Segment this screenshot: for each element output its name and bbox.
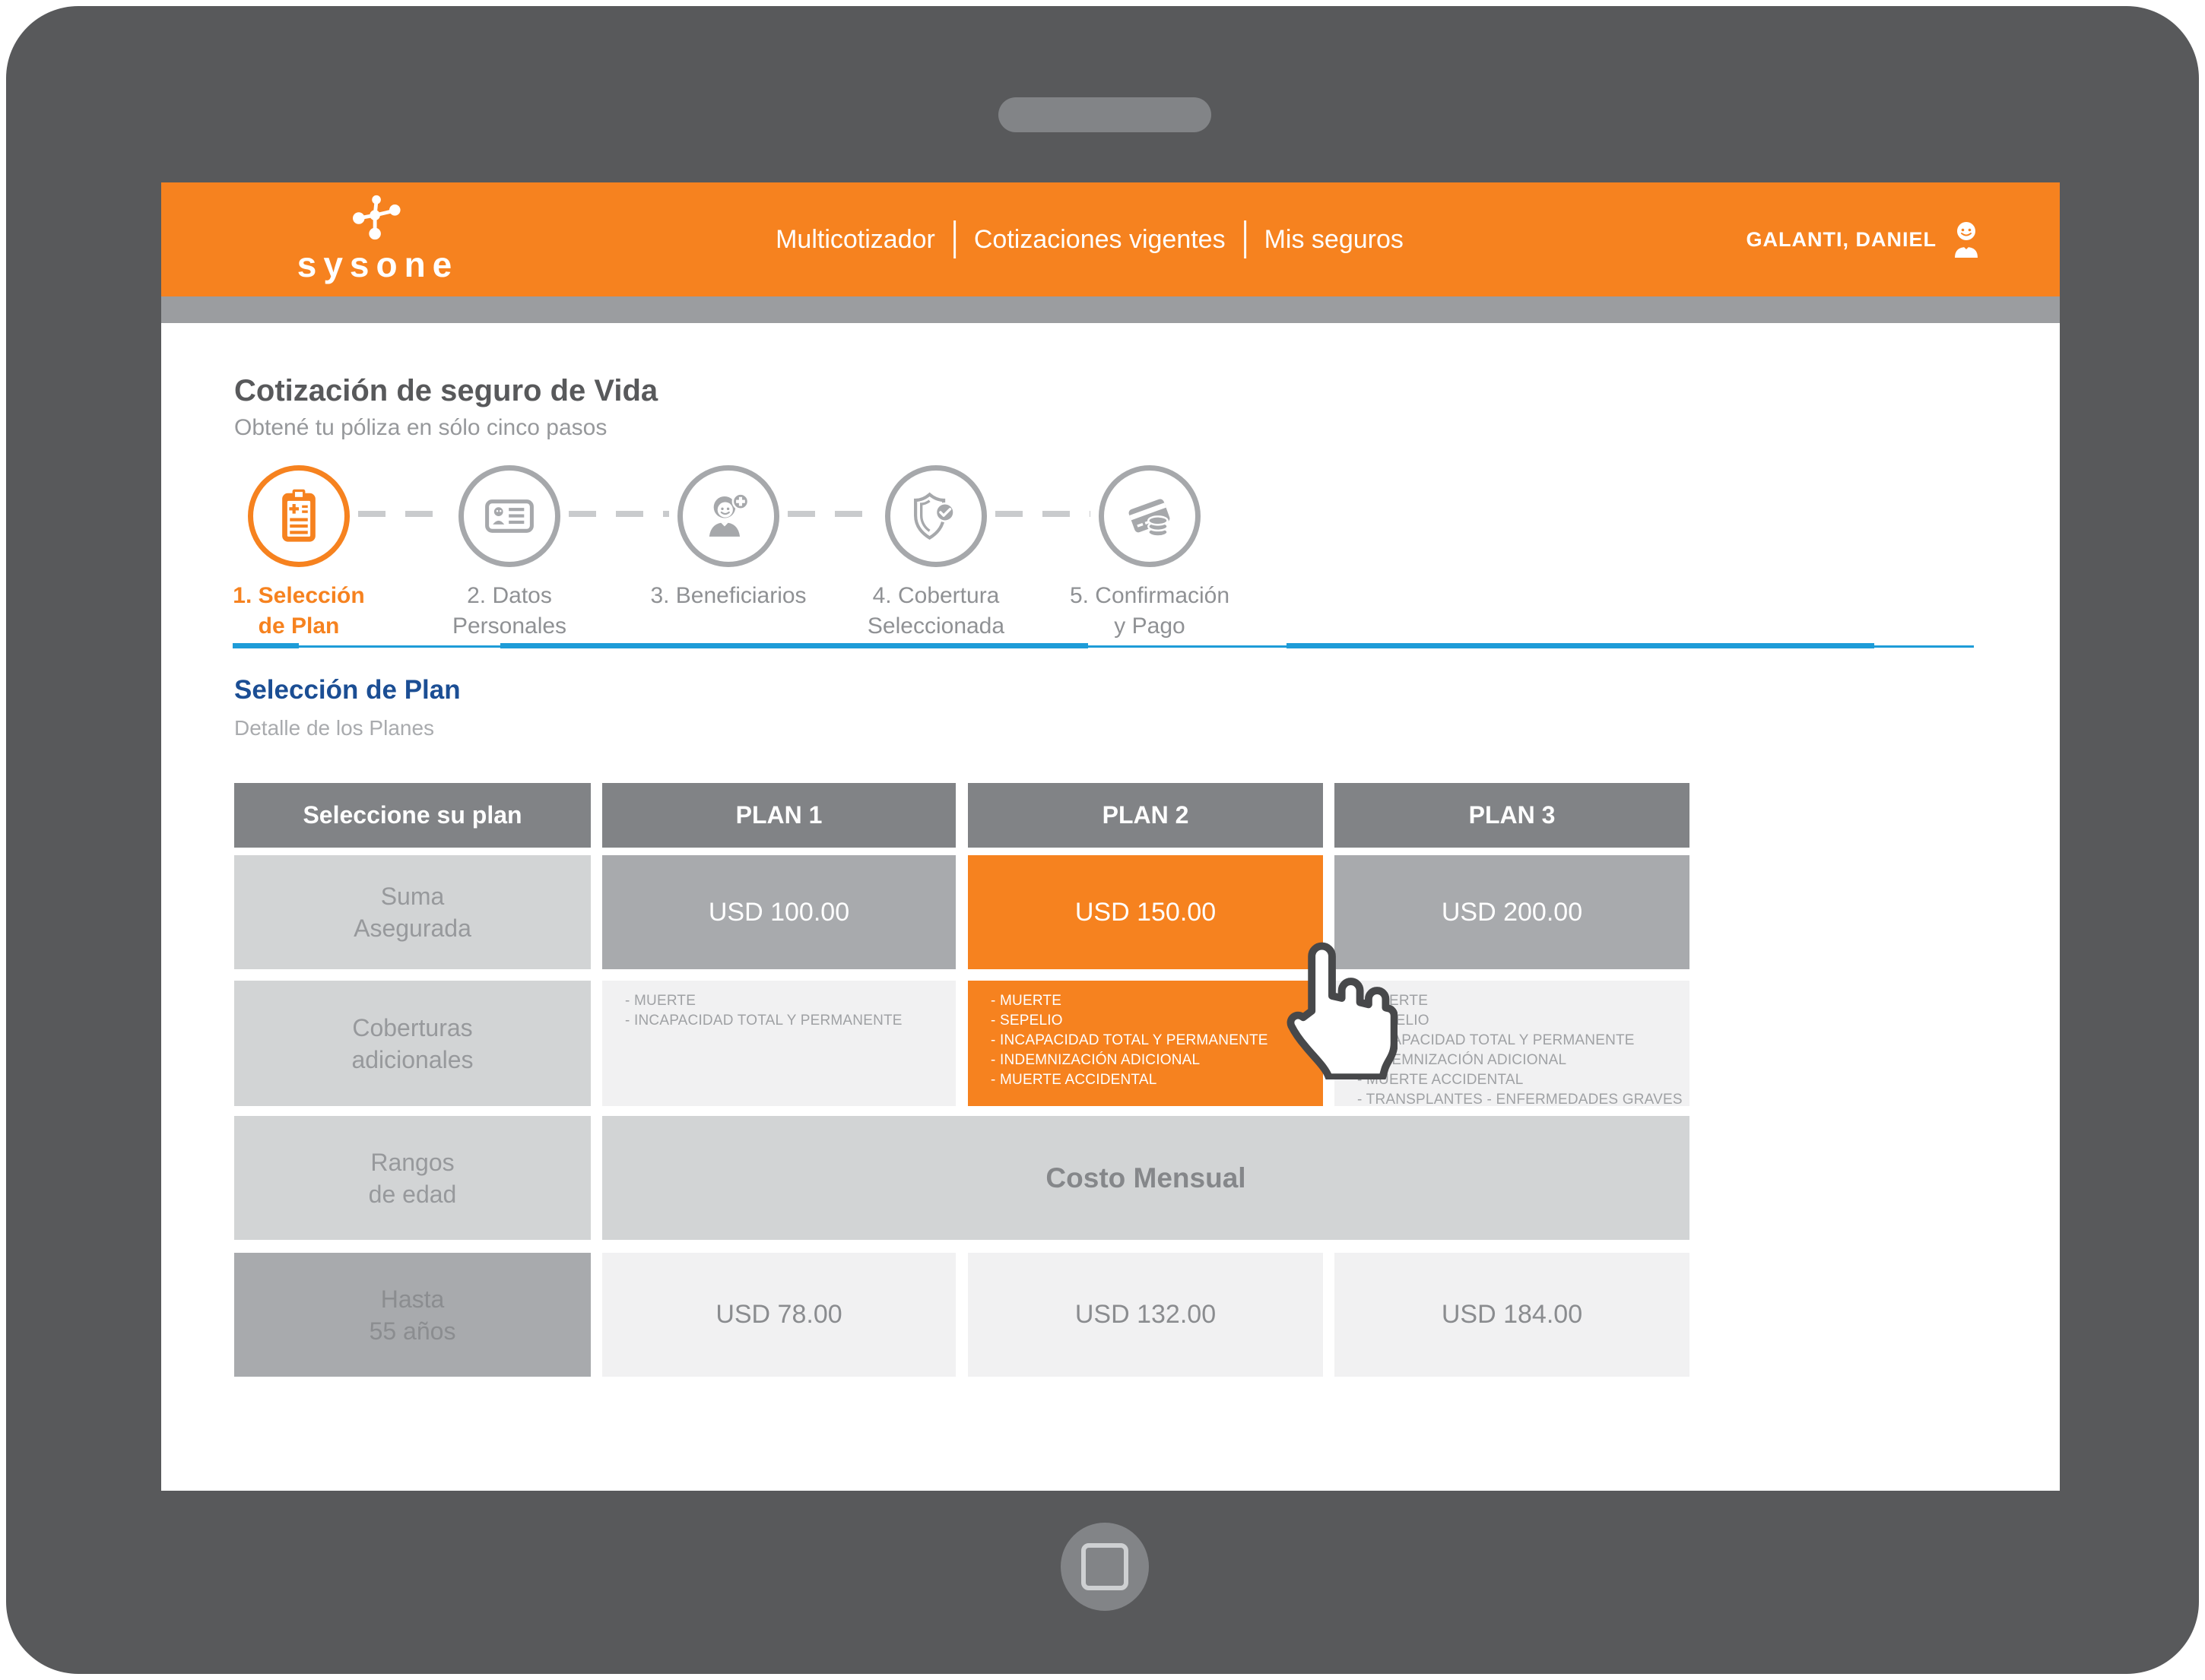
nav-multicotizador[interactable]: Multicotizador: [776, 224, 935, 254]
coberturas-plan3-list: - MUERTE - SEPELIO - INCAPACIDAD TOTAL Y…: [1334, 981, 1689, 1108]
price-plan3: USD 184.00: [1334, 1253, 1689, 1377]
id-card-icon: [485, 499, 534, 533]
person-plus-icon: [709, 493, 750, 537]
row-label-rangos-edad: Rangos de edad: [234, 1116, 591, 1240]
progress-divider: [233, 645, 1974, 648]
home-button-square: [1081, 1543, 1128, 1590]
step-5-label: 5. Confirmación y Pago: [1069, 583, 1230, 639]
credit-card-coins-icon: [1128, 499, 1170, 537]
step-2-label: 2. Datos Personales: [452, 583, 567, 639]
clipboard-icon: [282, 489, 316, 542]
main-nav: Multicotizador Cotizaciones vigentes Mis…: [776, 182, 1404, 296]
step-connector: [358, 511, 450, 517]
shield-check-icon: [914, 492, 955, 540]
table-header-plan2[interactable]: PLAN 2: [968, 783, 1323, 848]
tablet-camera-slot: [998, 97, 1211, 132]
progress-divider-segment: [500, 643, 1088, 648]
step-connector: [569, 511, 669, 517]
suma-plan1-option[interactable]: USD 100.00: [602, 855, 956, 969]
coberturas-plan2-list: - MUERTE - SEPELIO - INCAPACIDAD TOTAL Y…: [968, 981, 1323, 1106]
tablet-frame: sysone Multicotizador Cotizaciones vigen…: [6, 6, 2199, 1674]
step-1-plan-selection[interactable]: [248, 465, 350, 567]
price-plan2: USD 132.00: [968, 1253, 1323, 1377]
section-subtitle: Detalle de los Planes: [234, 716, 435, 740]
suma-plan2-option-selected[interactable]: USD 150.00: [968, 855, 1323, 969]
coberturas-plan1-list: - MUERTE - INCAPACIDAD TOTAL Y PERMANENT…: [602, 981, 956, 1106]
app-screen: sysone Multicotizador Cotizaciones vigen…: [161, 182, 2060, 1491]
table-header-select-plan: Seleccione su plan: [234, 783, 591, 848]
user-menu[interactable]: GALANTI, DANIEL: [1747, 182, 1984, 296]
user-avatar-icon: [1955, 222, 1978, 258]
page-title: Cotización de seguro de Vida: [234, 374, 658, 407]
step-3-beneficiaries[interactable]: [677, 465, 779, 567]
user-name: GALANTI, DANIEL: [1746, 227, 1937, 251]
app-header: sysone Multicotizador Cotizaciones vigen…: [161, 182, 2060, 296]
progress-divider-segment: [1287, 643, 1874, 648]
progress-divider-segment: [233, 643, 299, 648]
nav-separator: [953, 220, 956, 258]
costo-mensual-header: Costo Mensual: [602, 1116, 1689, 1240]
suma-plan3-option[interactable]: USD 200.00: [1334, 855, 1689, 969]
step-4-label: 4. Cobertura Seleccionada: [867, 583, 1005, 639]
nav-mis-seguros[interactable]: Mis seguros: [1264, 224, 1404, 254]
nav-cotizaciones-vigentes[interactable]: Cotizaciones vigentes: [973, 224, 1226, 254]
step-4-coverage[interactable]: [885, 465, 987, 567]
step-connector: [788, 511, 877, 517]
page-title-product: Vida: [594, 374, 658, 407]
tablet-home-button[interactable]: [1061, 1523, 1149, 1611]
page-subtitle: Obtené tu póliza en sólo cinco pasos: [234, 415, 608, 440]
row-label-hasta-55: Hasta 55 años: [234, 1253, 591, 1377]
brand-name: sysone: [297, 245, 459, 284]
row-label-suma-asegurada: Suma Asegurada: [234, 855, 591, 969]
section-title: Selección de Plan: [234, 675, 461, 705]
table-header-plan1[interactable]: PLAN 1: [602, 783, 956, 848]
step-connector: [995, 511, 1090, 517]
step-1-label: 1. Selección de Plan: [233, 583, 365, 639]
nav-separator: [1243, 220, 1246, 258]
step-5-confirmation[interactable]: [1099, 465, 1201, 567]
price-plan1: USD 78.00: [602, 1253, 956, 1377]
table-header-plan3[interactable]: PLAN 3: [1334, 783, 1689, 848]
step-3-label: 3. Beneficiarios: [650, 583, 807, 608]
row-label-coberturas: Coberturas adicionales: [234, 981, 591, 1106]
header-sub-bar: [161, 296, 2060, 323]
brand-logo: sysone: [275, 193, 481, 282]
sysone-molecule-icon: [353, 195, 401, 240]
step-2-personal-data[interactable]: [458, 465, 560, 567]
